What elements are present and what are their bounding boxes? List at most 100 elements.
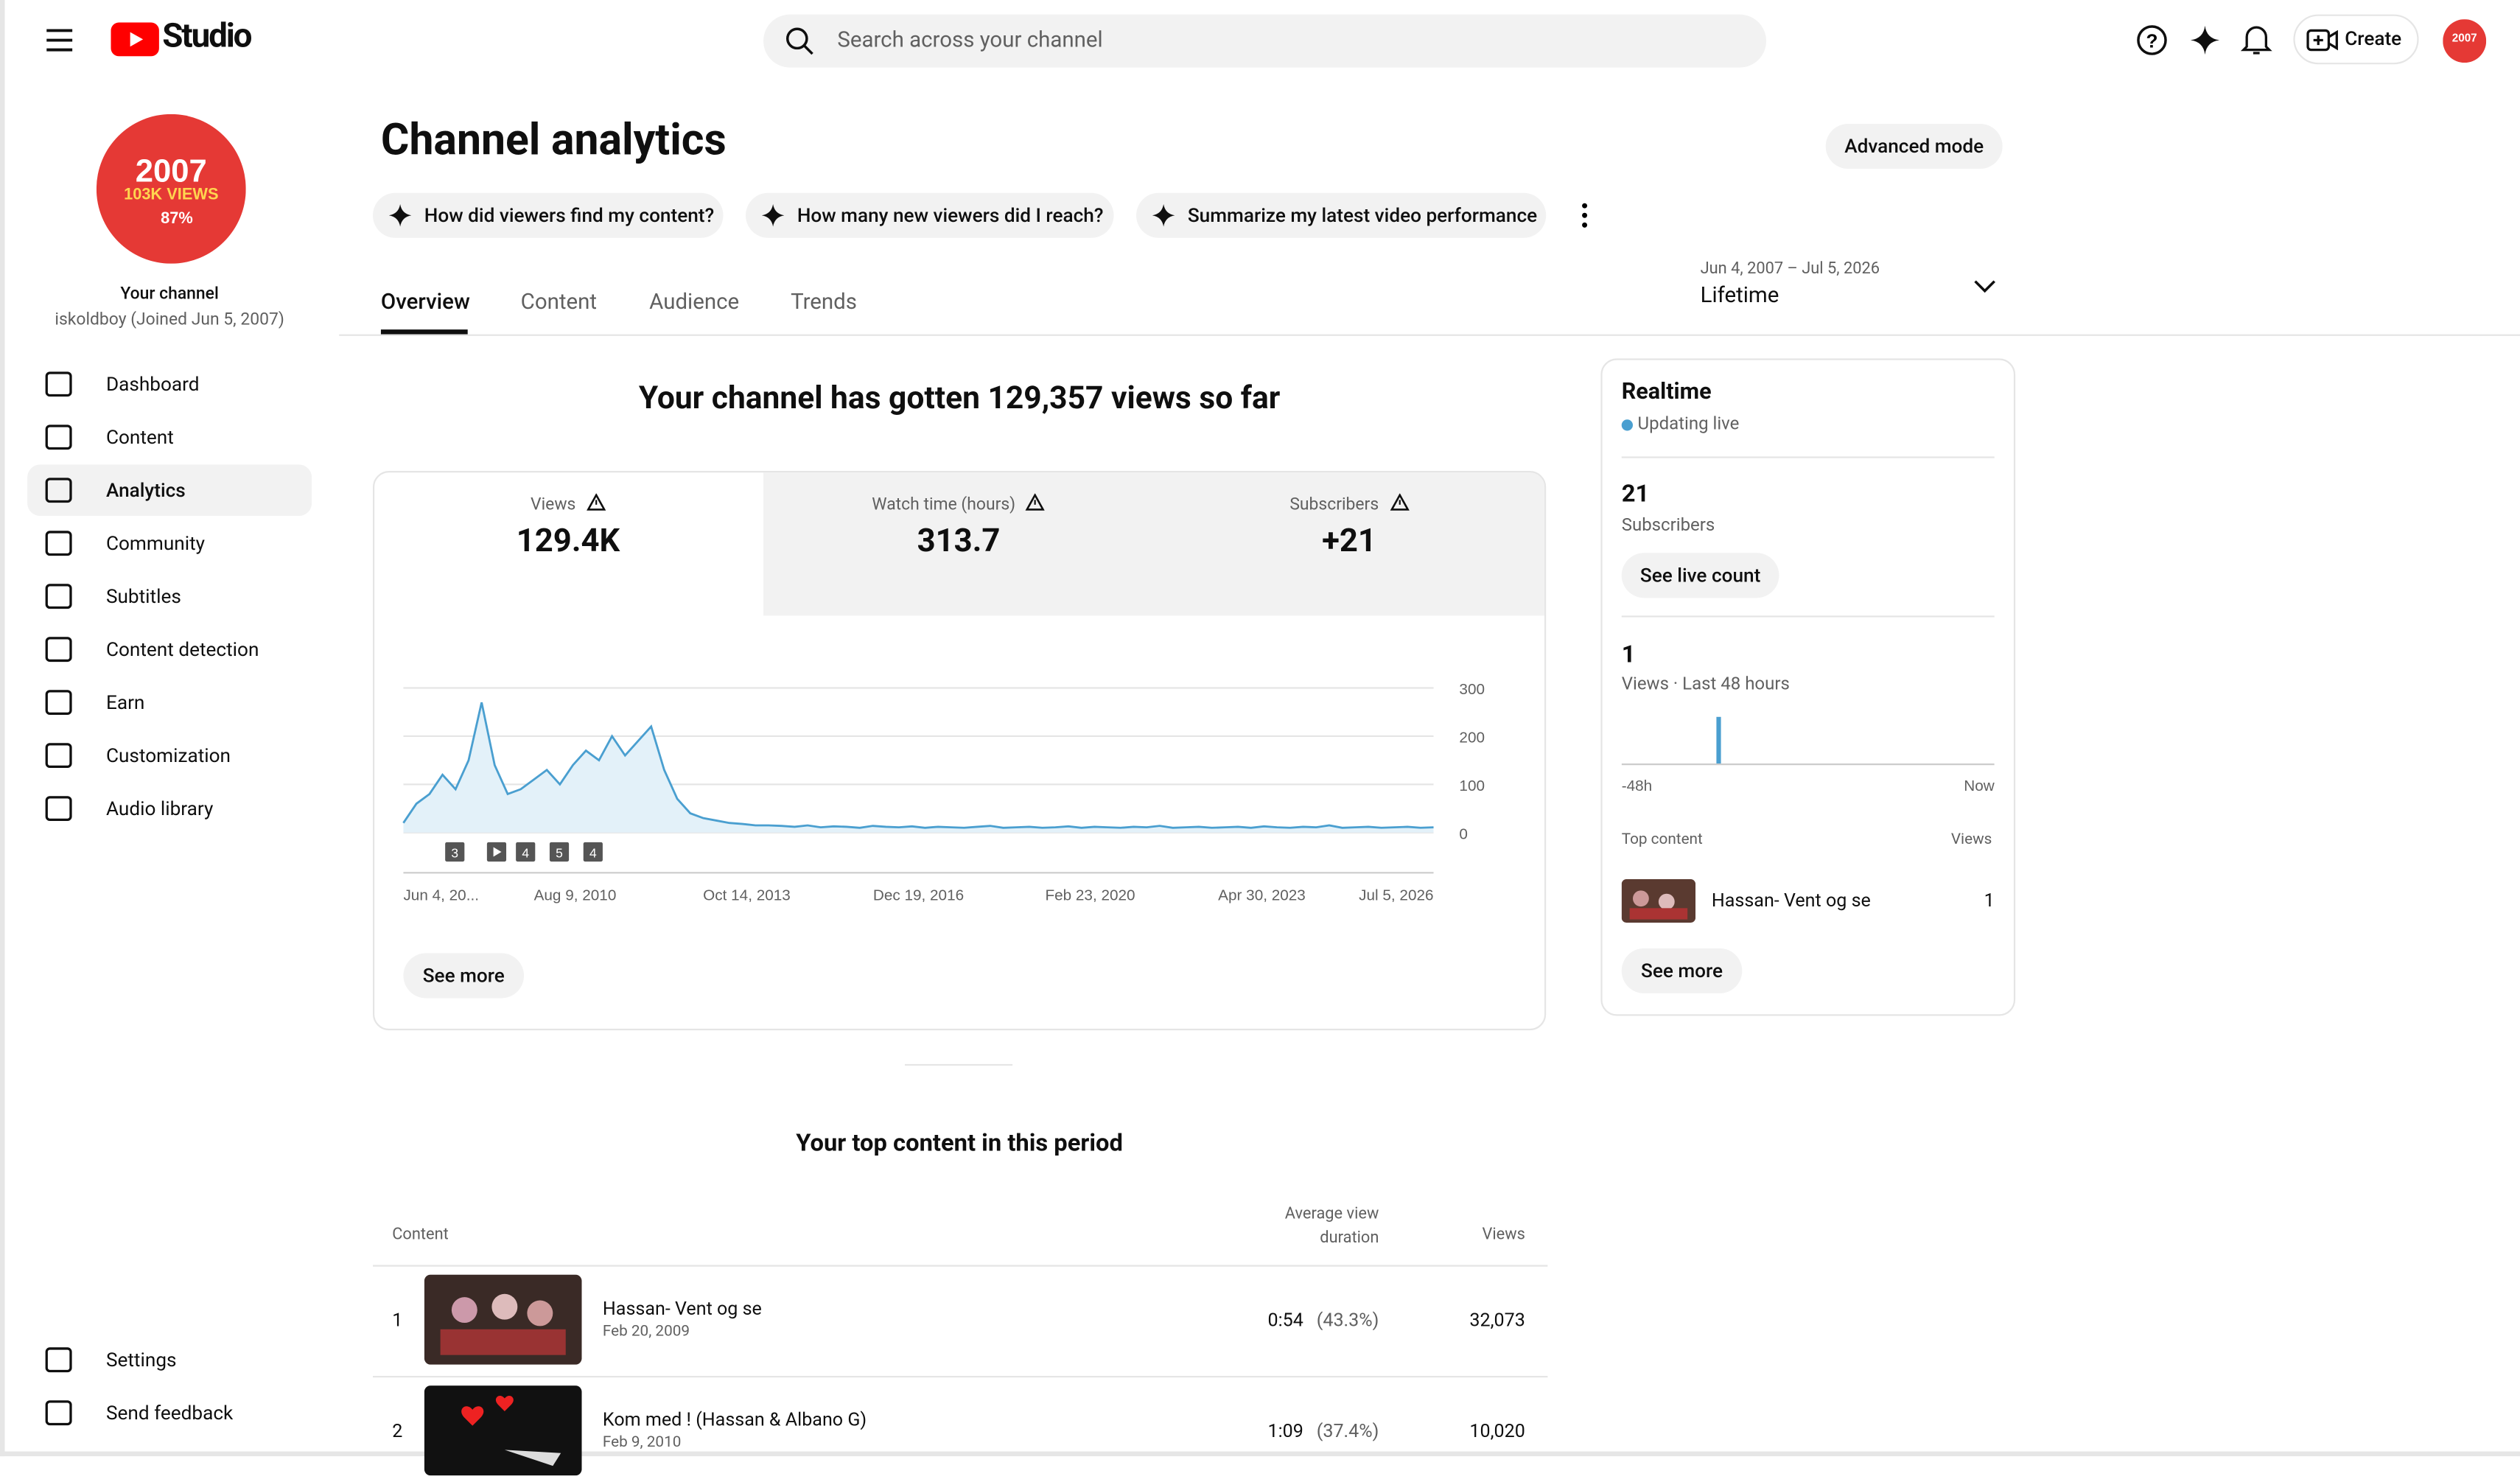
logo-text[interactable]: Studio	[162, 17, 252, 57]
nav-label[interactable]: Content	[105, 425, 174, 449]
nav-label[interactable]: Dashboard	[105, 373, 200, 396]
thumbnail[interactable]	[424, 1385, 582, 1476]
metric-value: 313.7	[917, 520, 1001, 560]
advanced-mode-button[interactable]: Advanced mode	[1825, 123, 2003, 169]
nav-label[interactable]: Customization	[105, 744, 231, 767]
divider	[1621, 615, 1995, 618]
see-more-button[interactable]: See more	[1621, 948, 1743, 993]
rank: 2	[392, 1419, 403, 1442]
x-tick-label: Oct 14, 2013	[703, 887, 791, 903]
nav-item[interactable]: Content detection	[27, 623, 312, 675]
spark-icon[interactable]	[2189, 24, 2222, 57]
col-header: Content	[392, 1226, 449, 1245]
metric-label: Watch time (hours)	[763, 493, 1154, 514]
nav-item[interactable]: Content	[27, 411, 312, 463]
tab[interactable]: Content	[520, 289, 598, 315]
x-tick-label: Feb 23, 2020	[1045, 887, 1135, 903]
nav-label[interactable]: Analytics	[105, 478, 186, 502]
tab[interactable]: Overview	[380, 289, 470, 315]
channel-handle: iskoldboy (Joined Jun 5, 2007)	[55, 308, 284, 330]
y-tick-label: 300	[1459, 681, 1485, 698]
chevron[interactable]	[1972, 276, 1998, 296]
x-label: -48h	[1622, 777, 1652, 794]
nav-label[interactable]: Community	[105, 531, 206, 555]
nav-item[interactable]: Audio library	[27, 783, 312, 834]
see-live-count[interactable]: See live count	[1621, 553, 1779, 598]
nav-label[interactable]: Send feedback	[105, 1401, 234, 1425]
play-icon	[493, 847, 502, 857]
avatar-percent: 87%	[161, 209, 193, 227]
bell-icon[interactable]	[2240, 23, 2272, 58]
nav-label[interactable]: Subtitles	[105, 584, 181, 608]
tab[interactable]: Trends	[791, 289, 858, 315]
logo-icon[interactable]	[111, 22, 159, 57]
thumbnail[interactable]	[1621, 879, 1696, 923]
video-title[interactable]: Hassan- Vent og se	[602, 1297, 762, 1320]
nav-label[interactable]: Content detection	[105, 637, 259, 661]
prompt-label[interactable]: How did viewers find my content?	[424, 203, 715, 227]
nav-item[interactable]: Earn	[27, 677, 312, 728]
nav-item[interactable]: Settings	[27, 1334, 312, 1385]
nav-item[interactable]: Community	[27, 517, 312, 569]
divider	[339, 334, 2520, 336]
search-box[interactable]	[763, 14, 1767, 68]
col-header: Average view duration	[1284, 1205, 1379, 1248]
nav-item[interactable]: Dashboard	[27, 358, 312, 410]
metric[interactable]: Views 129.4K	[373, 471, 763, 614]
prompt-chip[interactable]: How many new viewers did I reach?	[746, 192, 1114, 238]
realtime-subscribers: 21	[1621, 478, 1650, 508]
svg-text:2007: 2007	[2452, 32, 2477, 45]
thumbnail[interactable]	[424, 1274, 582, 1365]
create-icon	[2306, 29, 2338, 52]
top-item-title[interactable]: Hassan- Vent og se	[1711, 889, 1871, 912]
views-chart: 0 100 200 300 3 4 5 4 Jun 4, 20... Aug 9, 2010 Oct…	[402, 681, 1485, 903]
subscribers-label: Subscribers	[1621, 514, 1715, 536]
annotation-label: 5	[556, 846, 563, 861]
duration: 0:54	[1267, 1308, 1303, 1331]
views: 32,073	[1469, 1308, 1525, 1331]
nav-label[interactable]: Earn	[105, 691, 145, 714]
nav-label[interactable]: Settings	[105, 1348, 177, 1371]
more-icon[interactable]	[1578, 201, 1591, 230]
top-content-label: Top content	[1621, 831, 1703, 849]
svg-text:?: ?	[2146, 29, 2158, 52]
line	[402, 702, 1434, 829]
nav-item[interactable]: Subtitles	[27, 570, 312, 622]
metric[interactable]: Subscribers +21	[1154, 471, 1544, 614]
live-dot	[1621, 419, 1633, 431]
headline: Your channel has gotten 129,357 views so…	[638, 379, 1281, 416]
prompt-label[interactable]: Summarize my latest video performance	[1187, 203, 1538, 227]
video-title[interactable]: Kom med ! (Hassan & Albano G)	[602, 1408, 867, 1431]
nav-label[interactable]: Audio library	[105, 797, 214, 820]
nav-item[interactable]: Send feedback	[27, 1387, 312, 1439]
account-avatar[interactable]: 2007	[2443, 19, 2487, 63]
separator	[904, 1063, 1013, 1066]
create-button[interactable]	[2293, 14, 2419, 65]
channel-avatar[interactable]: 2007 103K VIEWS 87%	[96, 113, 246, 264]
realtime-card	[1600, 358, 2016, 1016]
row-divider	[373, 1376, 1548, 1378]
menu-icon[interactable]	[43, 26, 76, 55]
nav-item[interactable]: Customization	[27, 730, 312, 781]
nav-item[interactable]: Analytics	[27, 464, 312, 517]
avatar-views: 103K VIEWS	[124, 184, 218, 203]
row-divider	[373, 1265, 1548, 1267]
date-range[interactable]: Jun 4, 2007 – Jul 5, 2026	[1700, 260, 1880, 279]
tab[interactable]: Audience	[649, 289, 740, 315]
metric[interactable]: Watch time (hours) 313.7	[763, 471, 1154, 614]
bar	[1716, 716, 1721, 764]
create-label[interactable]: Create	[2345, 27, 2402, 50]
metric-label: Views	[373, 493, 763, 514]
see-more-button[interactable]: See more	[403, 953, 525, 999]
realtime-views: 1	[1621, 640, 1636, 669]
prompt-chip[interactable]: How did viewers find my content?	[373, 192, 724, 238]
channel-label: Your channel	[120, 282, 219, 304]
help-icon[interactable]: ?	[2136, 24, 2169, 57]
y-tick-label: 100	[1459, 777, 1485, 794]
divider	[1621, 456, 1995, 458]
prompt-label[interactable]: How many new viewers did I reach?	[797, 203, 1104, 227]
search-placeholder[interactable]: Search across your channel	[837, 27, 1103, 53]
period[interactable]: Lifetime	[1700, 282, 1779, 309]
prompt-chip[interactable]: Summarize my latest video performance	[1136, 192, 1547, 238]
avatar-year: 2007	[136, 153, 207, 189]
